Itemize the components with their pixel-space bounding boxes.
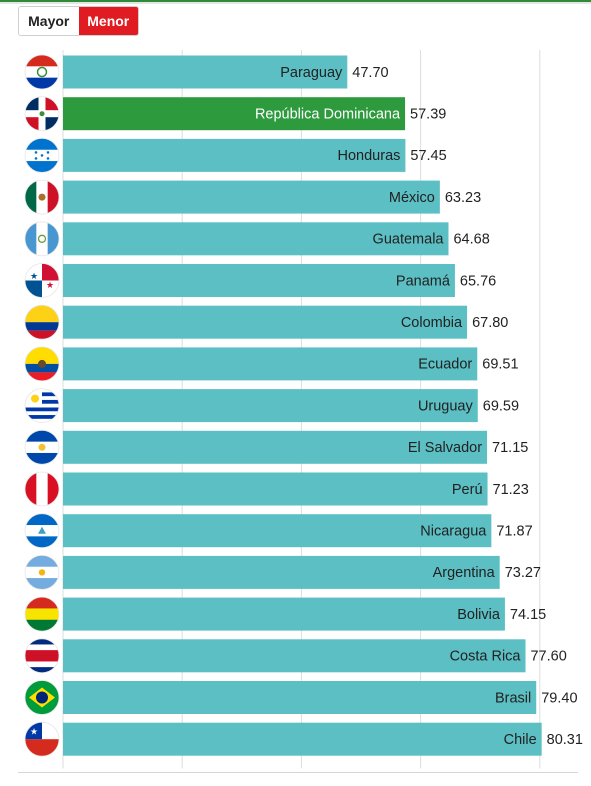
brazil-flag-icon [25, 680, 59, 715]
argentina-flag-icon [25, 555, 59, 590]
top-accent-strip [0, 0, 591, 4]
bar-value-label: 79.40 [541, 690, 577, 706]
svg-text:★: ★ [46, 280, 54, 290]
flag-column: ★ ★ ★ [24, 54, 60, 757]
bars: Paraguay 47.70 República Dominicana 57.39 Ho… [63, 55, 583, 756]
flag-outline [24, 596, 60, 632]
bar-category-label: República Dominicana [255, 107, 401, 123]
bar-category-label: Ecuador [418, 357, 472, 373]
el-salvador-flag-icon [25, 430, 59, 465]
costa-rica-flag-icon [25, 638, 59, 673]
bar [63, 639, 526, 673]
bar [63, 55, 348, 89]
flag-outline [24, 54, 60, 90]
bar-category-label: El Salvador [408, 440, 482, 456]
flag-outline [24, 555, 60, 590]
flag-outline [24, 680, 60, 715]
bar-category-label: México [389, 190, 435, 206]
bar-value-label: 71.87 [496, 524, 532, 540]
nicaragua-flag-icon [25, 513, 59, 548]
bar-category-label: Honduras [338, 148, 401, 164]
bar [63, 264, 455, 297]
peru-flag-icon [25, 472, 59, 506]
bar-value-label: 47.70 [352, 65, 388, 81]
flag-outline [24, 429, 60, 465]
bar-category-label: Nicaragua [420, 524, 487, 540]
sort-mayor-button[interactable]: Mayor [19, 7, 79, 35]
bar [63, 555, 500, 589]
flag-outline [24, 221, 60, 257]
bar-value-label: 69.51 [482, 357, 518, 373]
bar [63, 222, 449, 256]
bar-category-label: Guatemala [373, 232, 445, 248]
flag-outline [24, 263, 60, 298]
bar-value-label: 57.39 [410, 107, 446, 123]
flag-outline [24, 513, 60, 549]
flag-outline [24, 638, 60, 674]
bar-value-label: 67.80 [472, 315, 508, 331]
bar [63, 722, 542, 756]
bar [63, 514, 492, 548]
bar-value-label: 77.60 [530, 649, 566, 665]
uruguay-flag-icon [25, 388, 59, 423]
colombia-flag-icon [25, 305, 59, 340]
bar-value-label: 65.76 [460, 273, 496, 289]
bar [63, 347, 478, 381]
bar-value-label: 64.68 [453, 232, 489, 248]
flag-outline [24, 96, 60, 132]
bar-category-label: Panamá [396, 273, 451, 289]
flag-outline [24, 388, 60, 424]
bar [63, 430, 488, 464]
bar [63, 97, 406, 131]
flag-outline [24, 304, 60, 340]
bar-category-label: Uruguay [418, 398, 474, 414]
flag-outline [24, 137, 60, 173]
svg-text:★: ★ [30, 727, 38, 737]
bar-category-label: Perú [452, 482, 483, 498]
bar-category-label: Brasil [495, 690, 531, 706]
bar-value-label: 73.27 [505, 565, 541, 581]
paraguay-flag-icon [25, 55, 59, 89]
bar-category-label: Chile [504, 732, 537, 748]
flag-outline [24, 721, 60, 757]
bar-category-label: Costa Rica [450, 649, 522, 665]
bar [63, 389, 478, 423]
sort-toggle[interactable]: Mayor Menor [18, 6, 139, 36]
bar-category-label: Argentina [433, 565, 496, 581]
sort-menor-button[interactable]: Menor [78, 7, 138, 35]
bar-value-label: 71.23 [493, 482, 529, 498]
bar-value-label: 57.45 [410, 148, 446, 164]
bar [63, 180, 440, 214]
bar-value-label: 63.23 [445, 190, 481, 206]
bar-category-label: Paraguay [280, 65, 343, 81]
flag-outline [24, 471, 60, 507]
honduras-flag-icon [25, 138, 59, 173]
bar [63, 681, 537, 714]
bar [63, 597, 505, 631]
flag-outline [24, 346, 60, 382]
guatemala-flag-icon [25, 221, 59, 256]
flag-outline [24, 179, 60, 215]
bar [63, 138, 406, 172]
bar [63, 472, 488, 506]
bar-category-label: Bolivia [457, 607, 501, 623]
bar-value-label: 80.31 [547, 732, 583, 748]
svg-text:★: ★ [30, 271, 38, 281]
mexico-flag-icon [25, 180, 59, 215]
bar-category-label: Colombia [401, 315, 463, 331]
bar-value-label: 71.15 [492, 440, 528, 456]
bolivia-flag-icon [25, 597, 59, 632]
bar-value-label: 74.15 [510, 607, 546, 623]
ecuador-flag-icon [25, 346, 59, 381]
bar-value-label: 69.59 [483, 398, 519, 414]
bar [63, 305, 468, 339]
